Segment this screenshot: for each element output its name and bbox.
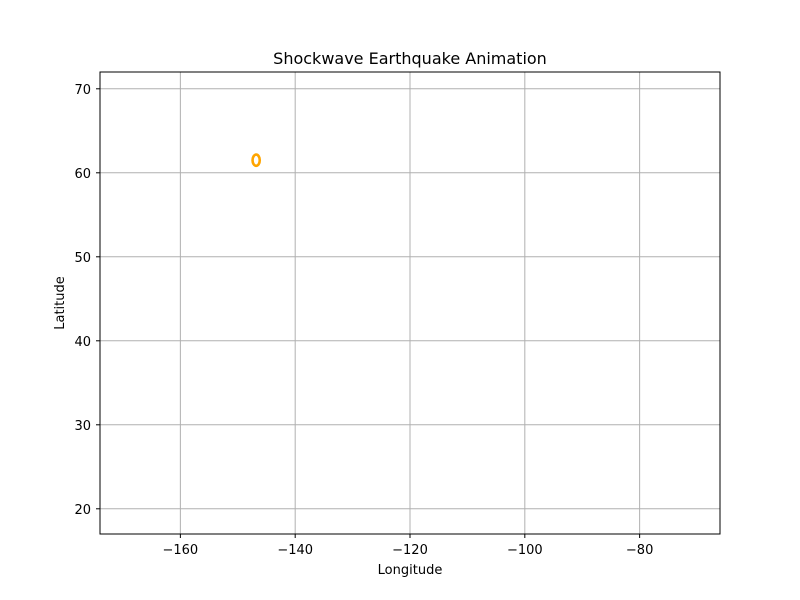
y-axis-title: Latitude	[53, 276, 68, 330]
y-tick-label: 40	[74, 335, 91, 350]
y-tick-label: 60	[74, 167, 91, 182]
y-tick-label: 30	[74, 419, 91, 434]
grid	[100, 72, 720, 534]
x-tick-label: −120	[392, 543, 428, 558]
y-tick-label: 70	[74, 83, 91, 98]
y-tick-label: 20	[74, 503, 91, 518]
x-tick-label: −140	[277, 543, 313, 558]
x-tick-label: −160	[163, 543, 199, 558]
x-axis-title: Longitude	[378, 563, 443, 578]
x-tick-label: −100	[507, 543, 543, 558]
chart-title: Shockwave Earthquake Animation	[273, 49, 547, 68]
data-marks	[251, 153, 262, 168]
x-tick-label: −80	[626, 543, 653, 558]
y-tick-label: 50	[74, 251, 91, 266]
y-axis: 20 30 40 50 60 70	[74, 83, 100, 518]
shockwave-ring-point	[251, 153, 262, 168]
x-axis: −160 −140 −120 −100 −80	[163, 534, 653, 558]
